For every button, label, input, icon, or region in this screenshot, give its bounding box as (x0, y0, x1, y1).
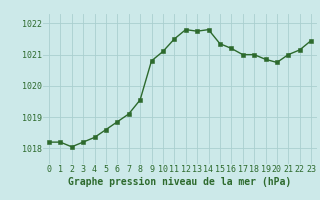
X-axis label: Graphe pression niveau de la mer (hPa): Graphe pression niveau de la mer (hPa) (68, 177, 292, 187)
